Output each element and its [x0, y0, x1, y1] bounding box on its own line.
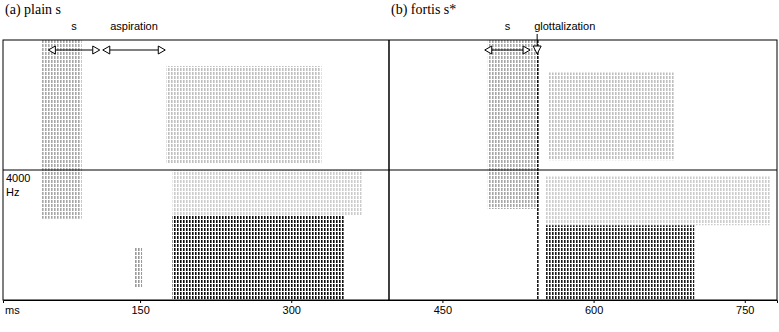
x-tick: 600 [585, 300, 603, 316]
arrow-head [158, 46, 165, 54]
x-tick-mark [291, 300, 292, 303]
marker-arrow [533, 34, 541, 54]
arrow-shaft [55, 50, 92, 51]
x-tick-mark [442, 300, 443, 303]
x-tick: 750 [736, 300, 754, 316]
chart: (a) plain s s aspiration (b) fortis s* s glot… [0, 0, 779, 332]
marker-label: glottalization [534, 20, 595, 32]
panel-title: (a) plain s [5, 2, 61, 18]
x-tick-label: 150 [131, 304, 149, 316]
x-tick-label: 450 [434, 304, 452, 316]
y-axis-title: Hz [6, 186, 19, 198]
arrow-shaft [110, 50, 158, 51]
arrow-shaft [537, 34, 538, 46]
x-tick-mark [594, 300, 595, 303]
energy-band [545, 177, 770, 226]
x-tick: 300 [283, 300, 301, 316]
interval-label: aspiration [110, 20, 158, 32]
arrow-head [523, 46, 530, 54]
energy-band [172, 216, 344, 301]
energy-band [166, 66, 321, 164]
x-tick: 450 [434, 300, 452, 316]
energy-band [135, 248, 142, 287]
energy-band [488, 40, 538, 209]
arrow-head [485, 46, 492, 54]
energy-band [545, 225, 694, 300]
x-tick-label: 750 [736, 304, 754, 316]
arrow-head [103, 46, 110, 54]
x-tick-mark [745, 300, 746, 303]
plot-frame [3, 40, 777, 300]
label-ground [5, 186, 20, 198]
x-tick-mark [140, 300, 141, 303]
energy-band [41, 40, 81, 219]
x-axis-title: ms [5, 304, 20, 316]
arrow-head [533, 46, 541, 54]
x-axis-line [4, 301, 778, 304]
x-tick: 150 [131, 300, 149, 316]
y-tick-line [3, 170, 777, 171]
arrow-head [93, 46, 100, 54]
interval-arrow [48, 46, 99, 54]
interval-label: s [505, 20, 511, 32]
x-tick-label: 600 [585, 304, 603, 316]
interval-label: s [71, 20, 77, 32]
arrow-shaft [492, 50, 523, 51]
x-axis: 150 300 450 600 750 [4, 300, 778, 316]
interval-arrow [103, 46, 165, 54]
energy-band [172, 170, 361, 216]
energy-band [548, 73, 674, 161]
label-ground [5, 172, 31, 184]
arrow-head [48, 46, 55, 54]
x-tick-label: 300 [283, 304, 301, 316]
interval-arrow [485, 46, 530, 54]
y-tick-label: 4000 [6, 172, 30, 184]
panel-title: (b) fortis s* [391, 2, 456, 18]
